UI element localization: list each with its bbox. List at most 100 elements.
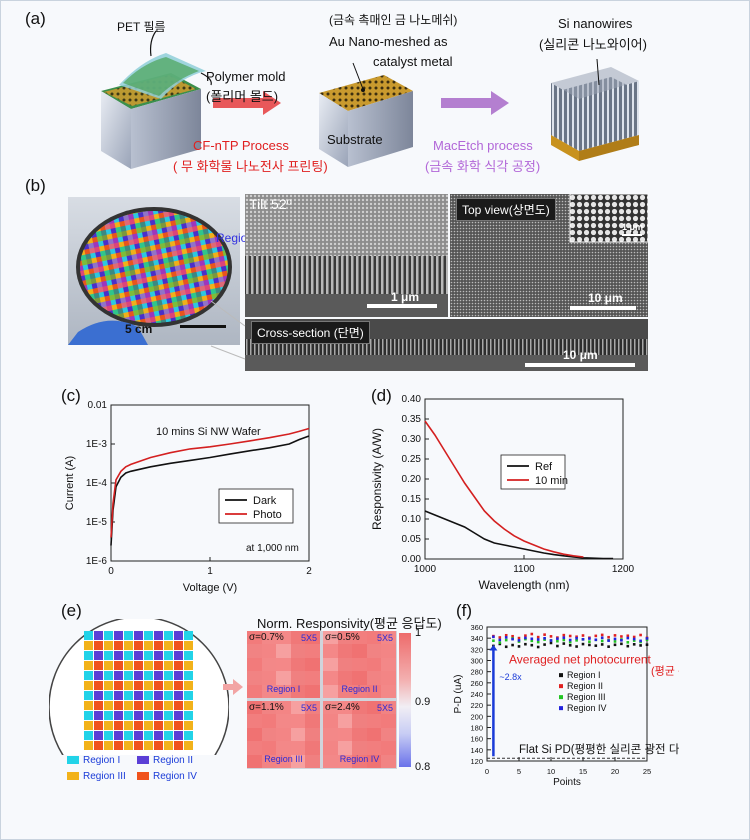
wafer-cell: [114, 691, 123, 700]
heatmap-cell: [323, 754, 338, 768]
quadrant-grid-size: 5X5: [376, 703, 393, 713]
heatmap-cell: [290, 727, 306, 742]
data-point: [549, 639, 553, 642]
wafer-cell: [94, 651, 103, 660]
x-tick-label: 20: [611, 767, 619, 776]
wafer-cell: [114, 631, 123, 640]
series-line-dark: [110, 435, 310, 546]
wafer-cell: [104, 681, 113, 690]
wafer-cell: [174, 661, 183, 670]
heatmap-cell: [261, 684, 277, 698]
au-catalyst-label-1: Au Nano-meshed as: [329, 34, 448, 49]
heatmap-cell: [323, 671, 338, 685]
series-line-10-min: [424, 420, 584, 558]
data-point: [581, 642, 585, 646]
region-legend-label: Region IV: [153, 771, 197, 782]
heatmap-cell: [381, 671, 396, 685]
heatmap-cell: [352, 657, 367, 672]
tilt-label: Tilt 52º: [249, 196, 292, 212]
data-point: [492, 635, 495, 639]
data-point: [504, 636, 508, 639]
wafer-cell: [134, 741, 143, 750]
legend-swatch: [559, 706, 563, 711]
wafer-cell: [124, 731, 133, 740]
legend-label: Dark: [253, 495, 277, 507]
heatmap-cell: [366, 657, 382, 672]
wafer-cell: [84, 711, 93, 720]
x-tick-label: 25: [643, 767, 651, 776]
x-axis-label: Wavelength (nm): [479, 578, 570, 592]
wafer-cell: [164, 681, 173, 690]
heatmap-cell: [247, 631, 262, 645]
wafer-cell: [144, 641, 153, 650]
heatmap-cell: [290, 754, 306, 768]
legend-label: Region III: [567, 692, 606, 702]
data-point: [632, 643, 636, 646]
responsivity-heatmap: σ=0.7% 5X5 Region I σ=0.5% 5X5 Region II σ=1.1…: [247, 631, 397, 769]
heatmap-cell: [381, 631, 396, 645]
region-color-swatch: [67, 772, 79, 781]
quadrant-region: Region II: [341, 684, 378, 694]
heatmap-cell: [276, 741, 291, 755]
heatmap-cell: [290, 701, 306, 715]
gain-label: ~2.8x: [499, 672, 522, 682]
y-tick-label: 160: [470, 735, 483, 744]
data-point: [524, 642, 527, 646]
heatmap-cell: [305, 754, 320, 768]
data-point: [607, 639, 610, 642]
zoom-guide-lines: [210, 301, 246, 360]
wafer-cell: [164, 641, 173, 650]
data-point: [511, 634, 514, 638]
data-point: [600, 633, 604, 637]
substrate-with-au-mesh: [319, 62, 413, 167]
data-point: [632, 635, 636, 639]
wafer-cell: [174, 741, 183, 750]
y-tick-label: 0.01: [88, 400, 108, 411]
heatmap-cell: [352, 671, 367, 685]
wafer-cell: [124, 681, 133, 690]
data-point: [562, 633, 566, 637]
heatmap-cell: [247, 671, 262, 685]
heatmap-cell: [381, 727, 396, 742]
chart-c-title: 10 mins Si NW Wafer: [156, 426, 261, 438]
cross-scale-label: 10 μm: [563, 348, 598, 362]
data-point: [549, 635, 553, 638]
wafer-cell: [174, 691, 183, 700]
wafer-cell: [124, 721, 133, 730]
data-point: [498, 638, 502, 642]
wafer-cell: [144, 671, 153, 680]
wafer-cell: [164, 721, 173, 730]
y-tick-label: 1E-5: [86, 517, 108, 528]
colorbar-tick-1: 1: [415, 627, 422, 639]
heatmap-cell: [366, 631, 382, 645]
heatmap-cell: [247, 714, 262, 728]
wafer-cell: [174, 641, 183, 650]
wafer-cell: [114, 651, 123, 660]
heatmap-cell: [337, 714, 353, 728]
wafer-cell: [84, 641, 93, 650]
wafer-cell: [184, 701, 193, 710]
wafer-cell: [184, 641, 193, 650]
x-tick-label: 1200: [612, 564, 635, 575]
wafer-cell: [134, 711, 143, 720]
wafer-cell: [114, 741, 123, 750]
wafer-cell: [154, 641, 163, 650]
data-point: [645, 637, 649, 640]
heatmap-cell: [352, 741, 367, 755]
data-point: [536, 645, 540, 649]
wafer-cell: [184, 741, 193, 750]
top-view-label: Top view(상면도): [456, 198, 556, 221]
substrate-with-mold: [101, 30, 212, 169]
wafer-cell: [124, 711, 133, 720]
y-tick-label: 280: [470, 668, 483, 677]
wafer-cell: [174, 631, 183, 640]
heatmap-cell: [323, 657, 338, 672]
macetch-label: MacEtch process: [433, 138, 533, 153]
heatmap-cell: [366, 754, 382, 768]
wafer-cell: [84, 661, 93, 670]
wafer-cell: [94, 731, 103, 740]
wafer-cell: [104, 711, 113, 720]
heatmap-cell: [276, 701, 291, 715]
legend-box: [500, 454, 566, 490]
wafer-cell: [134, 681, 143, 690]
